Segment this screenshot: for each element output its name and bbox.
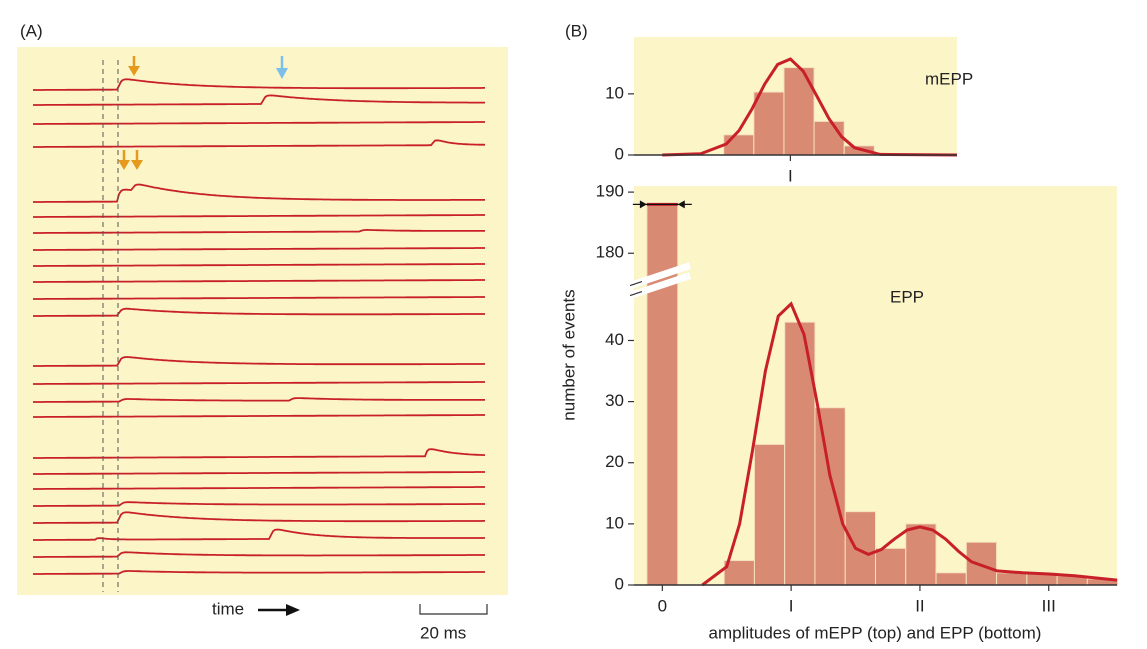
trace xyxy=(33,511,485,524)
panel-label: (B) xyxy=(565,21,588,40)
trace xyxy=(33,471,485,475)
trace xyxy=(33,570,485,575)
bar xyxy=(646,203,679,586)
trace xyxy=(33,214,485,218)
arrow-blue xyxy=(276,56,288,79)
y-tick-label: 10 xyxy=(605,83,624,102)
x-tick-label: II xyxy=(915,596,924,615)
trace xyxy=(33,263,485,267)
trace xyxy=(33,501,485,507)
y-tick-label: 10 xyxy=(605,513,624,532)
x-tick-label: 0 xyxy=(658,596,667,615)
trace xyxy=(33,121,485,125)
bar xyxy=(905,523,937,586)
trace xyxy=(33,307,485,317)
fit-curve xyxy=(662,57,958,157)
trace xyxy=(33,448,486,459)
trace xyxy=(33,78,485,91)
trace xyxy=(33,228,485,234)
y-tick-label: 30 xyxy=(605,391,624,410)
y-tick-label: 180 xyxy=(596,243,624,262)
bar xyxy=(935,572,967,586)
y-axis-label: number of events xyxy=(559,289,578,420)
axis-break-lines xyxy=(629,281,643,297)
trace xyxy=(33,247,485,251)
panel-label: (A) xyxy=(20,21,43,40)
bar xyxy=(965,541,998,586)
panel-a-background xyxy=(17,47,508,595)
bar xyxy=(813,120,845,156)
bar xyxy=(753,91,785,156)
y-tick-label: 0 xyxy=(615,574,624,593)
y-tick-label: 0 xyxy=(615,144,624,163)
trace xyxy=(33,486,485,490)
arrows-orange xyxy=(118,56,143,170)
x-tick-label: I xyxy=(788,166,793,185)
y-tick-label: 20 xyxy=(605,452,624,471)
x-axis-label: time xyxy=(212,599,244,618)
fit-curve xyxy=(701,301,1118,587)
y-tick-label: 40 xyxy=(605,330,624,349)
x-tick-label: III xyxy=(1042,596,1056,615)
trace xyxy=(33,139,486,148)
trace xyxy=(33,551,485,558)
scale-bar-label: 20 ms xyxy=(420,623,466,642)
trace xyxy=(33,183,485,203)
trace xyxy=(33,279,485,283)
trace xyxy=(33,94,485,106)
bar xyxy=(753,443,786,586)
bar xyxy=(875,547,907,586)
bar xyxy=(844,511,876,586)
bar xyxy=(996,572,1028,586)
trace xyxy=(33,356,486,367)
annotation: mEPP xyxy=(925,69,973,88)
bar xyxy=(723,134,755,156)
x-tick-label: I xyxy=(789,596,794,615)
trace xyxy=(33,414,485,418)
trace xyxy=(33,397,485,403)
bar xyxy=(814,407,846,586)
trace xyxy=(33,528,486,541)
y-tick-label: 190 xyxy=(596,182,624,201)
x-axis-label: amplitudes of mEPP (top) and EPP (bottom… xyxy=(709,623,1042,642)
annotation: EPP xyxy=(890,287,924,306)
scale-bar xyxy=(419,604,488,615)
time-arrow xyxy=(258,604,300,616)
traces xyxy=(33,78,486,575)
trace xyxy=(33,296,485,300)
trace xyxy=(33,381,485,385)
